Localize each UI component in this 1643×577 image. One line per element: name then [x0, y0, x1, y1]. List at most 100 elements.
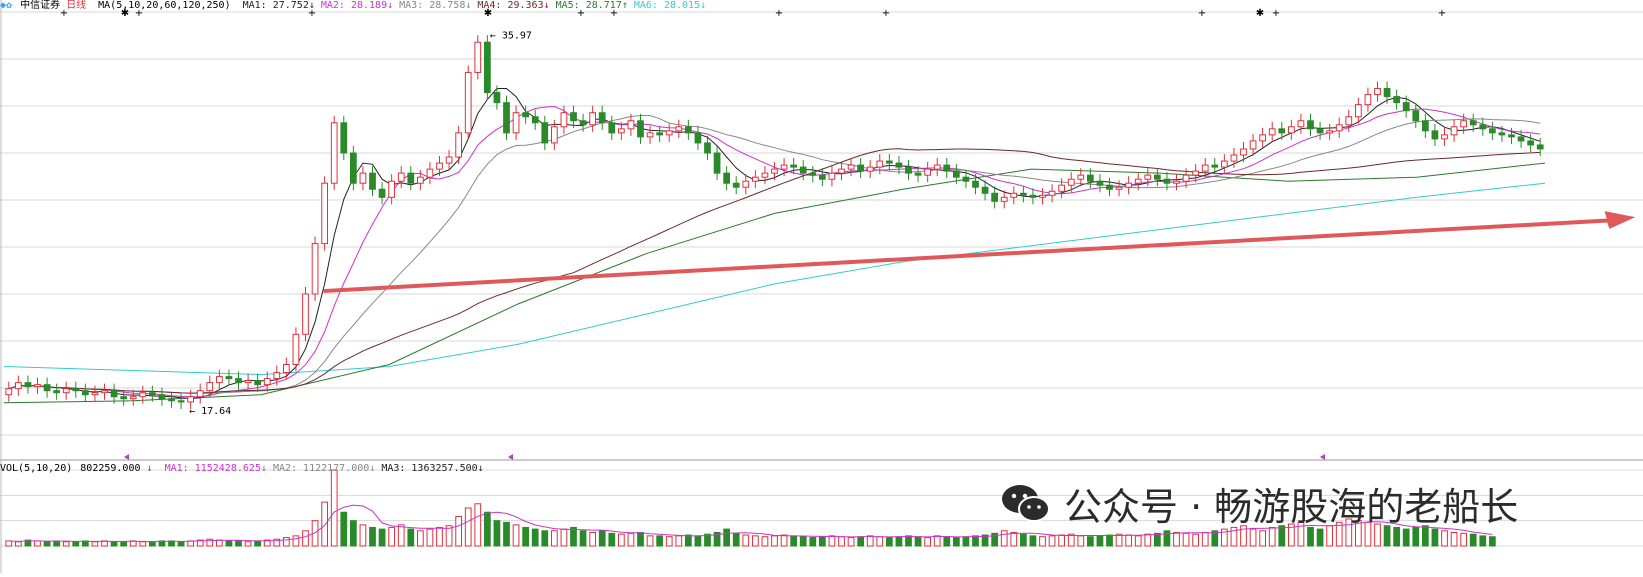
- candle: [1134, 178, 1142, 184]
- volume-bar: [493, 520, 501, 547]
- volume-bar: [1230, 526, 1238, 547]
- volume-bar: [292, 535, 300, 547]
- candle: [311, 243, 319, 295]
- candle: [416, 176, 424, 184]
- candle: [656, 132, 664, 136]
- volume-bar: [895, 536, 903, 547]
- volume-bar: [742, 534, 750, 547]
- candle: [483, 41, 491, 94]
- volume-bar: [943, 536, 951, 547]
- ma-value-ma1: MA1: 27.752↓: [242, 0, 315, 11]
- candle: [493, 92, 501, 104]
- volume-bar: [991, 532, 999, 547]
- candle: [1421, 120, 1429, 132]
- candle: [1297, 120, 1305, 128]
- ma-value-ma3: MA3: 28.758↓: [399, 0, 472, 11]
- candle: [627, 120, 635, 130]
- candle: [81, 390, 89, 396]
- candle: [110, 390, 118, 398]
- candle: [1201, 164, 1209, 172]
- candle: [436, 162, 443, 170]
- ma-line-ma6: [3, 182, 1546, 376]
- candle: [1469, 120, 1477, 126]
- candle: [512, 112, 520, 134]
- volume-bar: [1000, 530, 1008, 547]
- volume-bar: [1421, 525, 1429, 547]
- candle: [1086, 174, 1094, 182]
- ma-line-ma3: [8, 115, 1541, 394]
- high-price-label: ← 35.97: [490, 31, 532, 42]
- volume-bar: [1240, 525, 1247, 547]
- event-marker: +: [60, 8, 68, 19]
- volume-bar: [570, 526, 577, 547]
- volume-bar: [761, 536, 769, 547]
- candle: [866, 166, 874, 172]
- volume-bar: [1086, 536, 1094, 547]
- candle: [321, 182, 329, 245]
- volume-bar: [723, 528, 731, 547]
- volume-bar: [235, 540, 242, 547]
- volume-bar: [1211, 530, 1219, 547]
- volume-bar: [885, 537, 893, 547]
- volume-bar: [799, 536, 807, 547]
- volume-bar: [388, 526, 396, 547]
- volume-bar: [1173, 531, 1180, 547]
- candle: [254, 380, 262, 386]
- volume-bar: [1125, 534, 1133, 547]
- candle: [857, 164, 865, 172]
- volume-bar: [455, 515, 463, 547]
- volume-bar: [704, 533, 711, 547]
- volume-bar: [445, 525, 453, 547]
- candle: [349, 152, 357, 184]
- volume-bar: [675, 535, 683, 547]
- volume-bar: [905, 535, 912, 547]
- candle: [1240, 148, 1247, 156]
- candle: [1153, 174, 1161, 180]
- volume-bar: [1029, 535, 1037, 547]
- volume-bar: [1163, 530, 1171, 547]
- period-label: 日线: [66, 0, 87, 11]
- volume-bar: [282, 537, 290, 547]
- volume-bar: [397, 524, 405, 547]
- volume-bar: [330, 469, 338, 547]
- wechat-icon: [1002, 484, 1050, 522]
- vol-items: MA1: 1152428.625↓ MA2: 1122177.000↓ MA3: 1…: [165, 463, 490, 474]
- candle: [1115, 186, 1123, 190]
- ma-value-ma5: MA5: 28.717↑: [555, 0, 628, 11]
- candle: [914, 172, 922, 176]
- volume-bar: [646, 535, 654, 547]
- candle: [895, 162, 903, 168]
- candle: [790, 164, 798, 168]
- volume-bar: [1220, 528, 1228, 547]
- candle: [101, 390, 108, 394]
- candle: [14, 382, 22, 390]
- volume-bar: [627, 532, 635, 547]
- candle: [981, 186, 989, 194]
- volume-bar: [369, 526, 376, 547]
- volume-bar: [139, 541, 147, 547]
- ma-line-ma5: [3, 162, 1546, 404]
- volume-bar: [244, 541, 252, 547]
- candle: [196, 390, 204, 398]
- candle: [1163, 178, 1171, 184]
- volume-bar: [924, 537, 932, 547]
- volume-bar: [321, 501, 329, 547]
- candle: [637, 120, 644, 138]
- volume-bar: [732, 532, 740, 547]
- volume-bar: [1441, 530, 1448, 547]
- candle: [550, 126, 558, 144]
- volume-bar: [1412, 526, 1420, 547]
- candle: [675, 126, 683, 132]
- volume-bar: [1067, 533, 1075, 547]
- candle: [1019, 192, 1027, 196]
- candle: [1220, 160, 1228, 168]
- candle: [397, 172, 405, 182]
- volume-bar: [5, 540, 13, 547]
- ma-value-ma4: MA4: 29.363↓: [477, 0, 550, 11]
- volume-bar: [1479, 535, 1487, 547]
- volume-bar: [72, 541, 80, 547]
- candle: [780, 164, 788, 170]
- candle: [369, 172, 376, 190]
- volume-bar: [665, 536, 673, 547]
